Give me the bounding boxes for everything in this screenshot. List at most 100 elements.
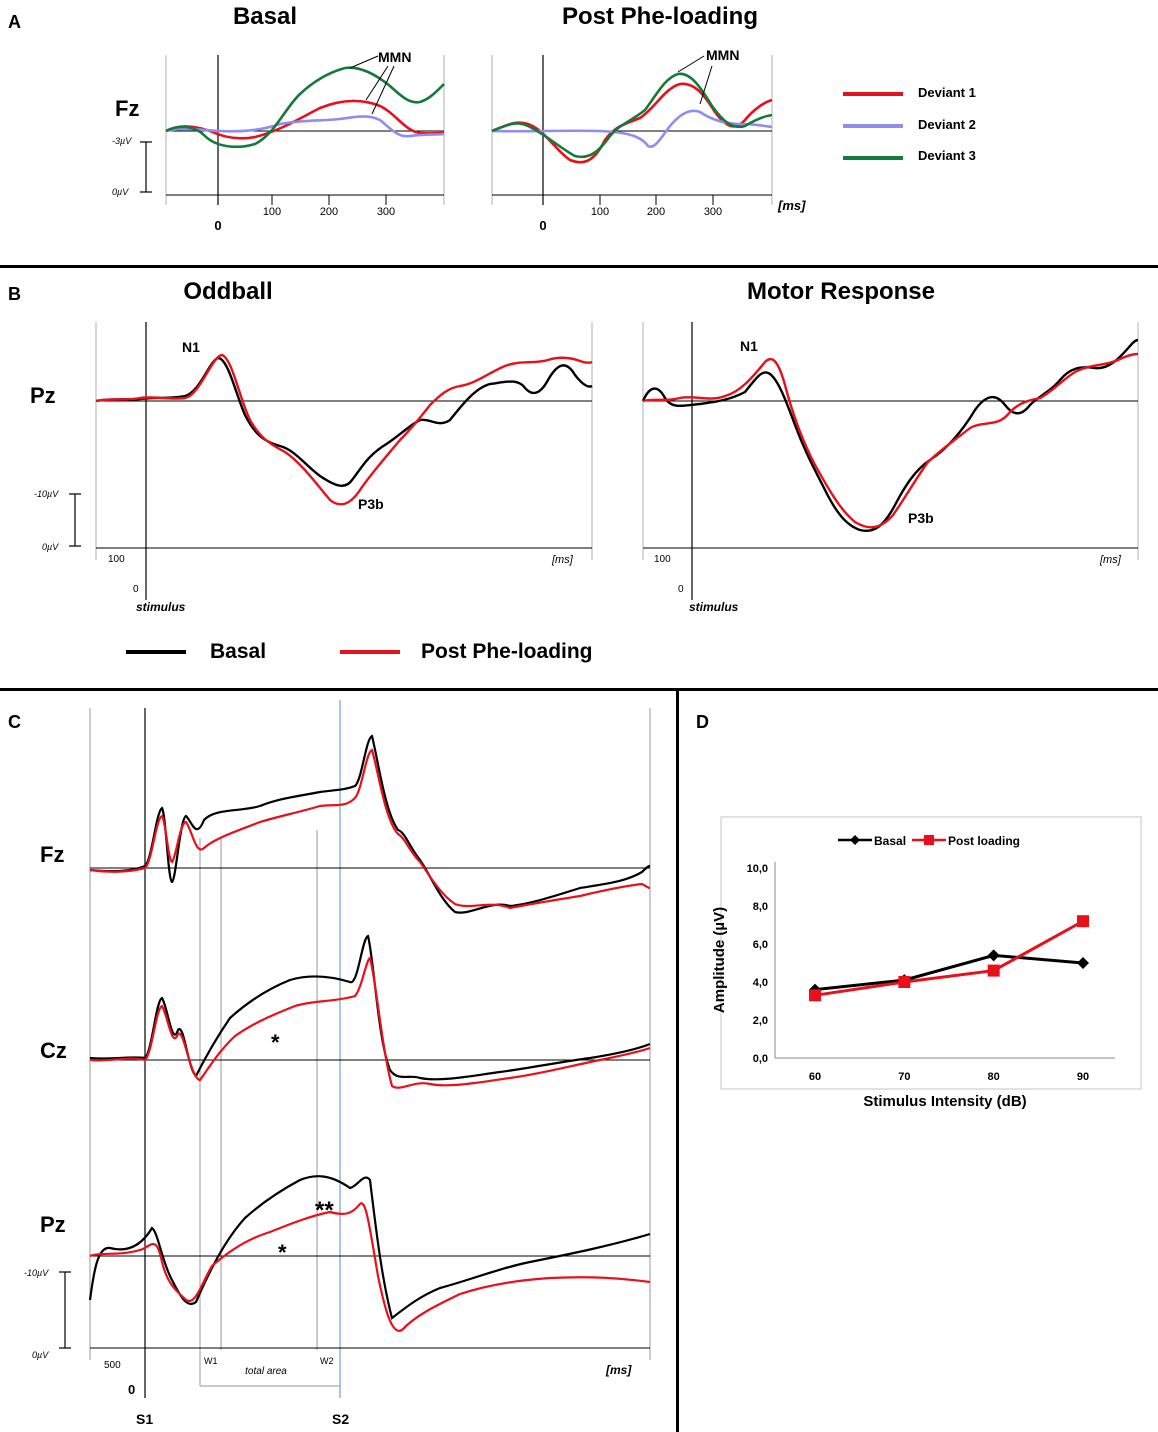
- panel-c-w1-label: W1: [204, 1356, 218, 1366]
- panel-c-scale-bottom: 0µV: [32, 1350, 49, 1360]
- panel-a-scale-top: -3µV: [112, 136, 132, 146]
- motor-zero: 0: [678, 584, 684, 595]
- panel-c-s2-label: S2: [332, 1411, 349, 1427]
- panel-a-basal-zero: 0: [214, 218, 221, 233]
- panel-c-pz-star: *: [278, 1240, 287, 1265]
- panel-a-basal-deviant-2-trace: [165, 115, 445, 138]
- chart-d-y-label: Amplitude (µV): [711, 907, 728, 1013]
- motor-basal-trace: [641, 338, 1139, 533]
- chart-d-point-post-loading: [809, 989, 821, 1002]
- panel-c-s1-label: S1: [136, 1411, 153, 1427]
- oddball-n1-label: N1: [182, 339, 200, 355]
- chart-d-x-tick-label: 60: [809, 1071, 821, 1083]
- motor-n1-label: N1: [740, 338, 758, 354]
- panel-c-pz-basal-trace: [88, 1175, 651, 1320]
- panel-a-basal-title: Basal: [233, 3, 297, 30]
- panel-a-basal-ticklabel-100: 100: [263, 206, 281, 218]
- chart-d-legend-post-marker: [924, 835, 934, 845]
- chart-d-y-tick-label: 10,0: [747, 863, 768, 875]
- panel-c-pz-double-star: **: [315, 1197, 334, 1224]
- chart-d-point-basal: [987, 949, 1000, 962]
- chart-d-y-tick-label: 4,0: [753, 977, 768, 989]
- panel-a-post-mmn-arrow-2: [699, 65, 713, 105]
- chart-d-y-tick-label: 0,0: [753, 1053, 768, 1065]
- panel-a-post-plot: 100 200 300 0 [ms] MMN: [491, 47, 806, 233]
- panel-b-scale-top: -10µV: [34, 489, 59, 499]
- panel-c-fz-post-trace: [89, 748, 651, 910]
- oddball-ms-label: [ms]: [551, 554, 574, 566]
- oddball-zero: 0: [133, 584, 139, 595]
- divider-c-d: [676, 688, 679, 1432]
- panel-c-scale-top: -10µV: [24, 1268, 49, 1278]
- chart-d-point-post-loading: [987, 964, 1000, 977]
- chart-d-y-tick-label: 2,0: [753, 1015, 768, 1027]
- panel-c-pz-post-trace: [89, 1202, 651, 1332]
- oddball-post-trace: [95, 353, 593, 506]
- panel-a-basal-deviant-1-trace: [165, 99, 445, 140]
- chart-d-x-ticks: 60 70 80 90: [809, 1071, 1089, 1083]
- panel-a-basal-mmn-arrow-1: [349, 55, 379, 69]
- chart-d-legend-basal-label: Basal: [874, 834, 906, 848]
- panel-c-total-area-label: total area: [245, 1366, 287, 1377]
- oddball-stimulus-label: stimulus: [136, 600, 186, 614]
- divider-a-b: [0, 265, 1158, 268]
- panel-a-post-deviant-2-trace: [491, 109, 773, 148]
- panel-b-legend: Basal Post Phe-loading: [126, 640, 593, 663]
- panel-c-fz-basal-trace: [89, 734, 651, 914]
- panel-b-scale-bottom: 0µV: [42, 542, 59, 552]
- panel-a-basal-mmn-arrow-2: [365, 65, 389, 101]
- panel-a-basal-mmn-arrow-3: [371, 65, 395, 115]
- panel-b-oddball-plot: 100 0 stimulus [ms] N1 P3b: [95, 322, 593, 614]
- panel-c-channel-pz: Pz: [40, 1212, 66, 1237]
- panel-b-motor-title: Motor Response: [747, 278, 935, 305]
- panel-c-cz-basal-trace: [89, 934, 651, 1081]
- panel-a-ms-label: [ms]: [777, 198, 806, 213]
- panel-c-letter: C: [8, 712, 21, 732]
- oddball-basal-trace: [95, 356, 593, 487]
- panel-c-cz-star: *: [271, 1030, 280, 1055]
- panel-c-channel-fz: Fz: [40, 842, 64, 867]
- panel-a-basal-plot: 100 200 300 0 MMN: [165, 49, 445, 233]
- panel-c-cz-post-trace: [89, 956, 651, 1089]
- panel-b: B Oddball Motor Response Pz -10µV 0µV 10…: [8, 278, 1139, 663]
- chart-d-frame: [720, 816, 1142, 1090]
- chart-d-point-post-loading: [1077, 915, 1089, 928]
- panel-c-zero: 0: [128, 1382, 135, 1397]
- chart-d-legend: Basal Post loading: [838, 834, 1020, 848]
- panel-c-channel-cz: Cz: [40, 1038, 67, 1063]
- chart-d-legend-basal-marker: [850, 835, 860, 845]
- panel-b-oddball-title: Oddball: [183, 278, 272, 305]
- legend-deviant-2-label: Deviant 2: [918, 117, 976, 132]
- chart-d-y-tick-label: 6,0: [753, 939, 768, 951]
- panel-a: A Basal Post Phe-loading Fz -3µV 0µV 100…: [8, 3, 976, 233]
- motor-stimulus-label: stimulus: [689, 600, 739, 614]
- chart-d-x-tick-label: 70: [898, 1071, 910, 1083]
- panel-a-post-deviant-3-trace: [491, 72, 773, 159]
- panel-d-letter: D: [696, 712, 709, 732]
- panel-a-basal-ticklabel-300: 300: [377, 206, 395, 218]
- oddball-tick-100: 100: [108, 554, 125, 565]
- chart-d-point-post-loading: [898, 976, 911, 988]
- panel-a-post-ticklabel-100: 100: [591, 206, 609, 218]
- motor-tick-100: 100: [654, 554, 671, 565]
- chart-d-x-tick-label: 80: [988, 1071, 1000, 1083]
- panel-c-tick-500: 500: [104, 1360, 121, 1371]
- legend-deviant-1-label: Deviant 1: [918, 85, 976, 100]
- chart-d-y-tick-label: 8,0: [753, 901, 768, 913]
- panel-a-basal-deviant-3-trace: [165, 66, 445, 149]
- panel-b-motor-plot: 100 0 stimulus [ms] N1 P3b: [641, 322, 1139, 614]
- chart-d-y-ticks: 0,0 2,0 4,0 6,0 8,0 10,0: [747, 863, 768, 1065]
- oddball-p3b-label: P3b: [358, 496, 384, 512]
- chart-d-point-basal: [1077, 957, 1089, 969]
- panel-a-post-title: Post Phe-loading: [562, 3, 758, 30]
- panel-b-letter: B: [8, 284, 21, 304]
- panel-a-post-mmn-label: MMN: [706, 47, 739, 63]
- chart-d-x-label: Stimulus Intensity (dB): [863, 1093, 1026, 1110]
- panel-a-post-mmn-arrow-1: [677, 55, 705, 73]
- panel-c-w2-label: W2: [320, 1356, 334, 1366]
- panel-a-basal-mmn-label: MMN: [378, 49, 411, 65]
- panel-c: C Fz Cz * Pz ** * -10µV 0µV 500: [8, 700, 651, 1427]
- panel-b-channel-pz: Pz: [30, 383, 56, 408]
- panel-a-post-zero: 0: [539, 218, 546, 233]
